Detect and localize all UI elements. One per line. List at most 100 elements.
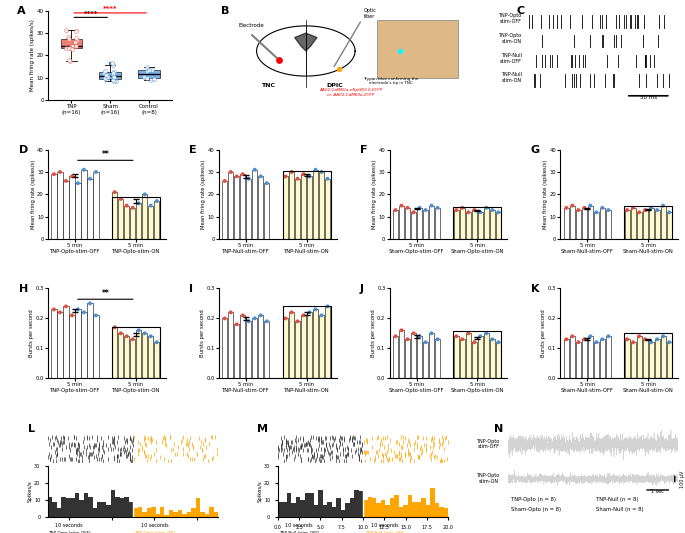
Point bbox=[71, 448, 82, 456]
Point bbox=[429, 453, 440, 462]
Point bbox=[81, 450, 92, 458]
Point bbox=[232, 320, 242, 328]
Bar bbox=[301, 174, 306, 239]
Point bbox=[109, 72, 120, 81]
Point bbox=[284, 445, 295, 453]
Point bbox=[97, 451, 108, 460]
Point bbox=[151, 438, 162, 446]
Point bbox=[177, 432, 188, 441]
Bar bbox=[234, 176, 239, 239]
Point bbox=[138, 448, 149, 456]
Point bbox=[664, 208, 675, 216]
Point bbox=[307, 451, 318, 460]
Point bbox=[353, 455, 364, 463]
Point bbox=[111, 456, 122, 465]
Point bbox=[101, 70, 112, 79]
Point bbox=[60, 443, 71, 451]
Point bbox=[68, 439, 79, 448]
Point bbox=[273, 450, 284, 458]
Point bbox=[295, 443, 306, 451]
Point bbox=[84, 299, 95, 308]
Point bbox=[55, 168, 66, 176]
Point bbox=[183, 441, 194, 449]
Point bbox=[88, 441, 99, 449]
Text: TNP-Opto (stim-ON): TNP-Opto (stim-ON) bbox=[134, 531, 175, 533]
PathPatch shape bbox=[99, 72, 121, 79]
Point bbox=[58, 432, 68, 441]
Point bbox=[429, 439, 440, 448]
Bar bbox=[340, 510, 345, 517]
Point bbox=[297, 441, 308, 449]
Point bbox=[92, 432, 103, 441]
Point bbox=[71, 36, 82, 44]
Y-axis label: Spikes/s: Spikes/s bbox=[27, 481, 33, 502]
Point bbox=[622, 206, 633, 214]
Point bbox=[427, 443, 438, 451]
Point bbox=[410, 438, 421, 446]
Point bbox=[120, 451, 131, 460]
Bar bbox=[92, 508, 97, 517]
Bar bbox=[564, 340, 569, 378]
Bar bbox=[655, 340, 660, 378]
Point bbox=[142, 74, 153, 82]
Point bbox=[83, 441, 94, 449]
Point bbox=[306, 445, 317, 453]
Point bbox=[194, 434, 205, 443]
Bar bbox=[625, 340, 630, 378]
Point bbox=[243, 174, 254, 183]
Point bbox=[375, 439, 386, 448]
Point bbox=[99, 448, 110, 456]
Point bbox=[376, 456, 387, 465]
Point bbox=[273, 443, 284, 451]
Point bbox=[323, 450, 334, 458]
Point bbox=[148, 74, 159, 83]
Bar bbox=[264, 183, 269, 239]
Point bbox=[413, 453, 424, 462]
Point bbox=[288, 445, 299, 453]
Y-axis label: Bursts per second: Bursts per second bbox=[371, 310, 375, 357]
Point bbox=[100, 67, 111, 76]
Bar bbox=[187, 512, 191, 517]
Point bbox=[409, 445, 420, 453]
Point bbox=[340, 451, 351, 460]
Point bbox=[591, 338, 602, 346]
Point bbox=[66, 439, 77, 448]
Bar bbox=[453, 210, 459, 239]
Point bbox=[282, 451, 292, 460]
Bar bbox=[667, 212, 672, 239]
Point bbox=[354, 455, 365, 463]
Point bbox=[48, 439, 59, 448]
Point bbox=[66, 45, 77, 54]
Bar bbox=[624, 206, 672, 239]
Point bbox=[342, 445, 353, 453]
Point bbox=[286, 308, 297, 317]
Bar bbox=[570, 336, 575, 378]
Point bbox=[304, 439, 315, 448]
Point bbox=[304, 308, 315, 317]
Text: 1 sec: 1 sec bbox=[651, 489, 664, 495]
Point bbox=[94, 443, 105, 451]
Text: **: ** bbox=[101, 150, 109, 159]
Point bbox=[66, 311, 77, 320]
Point bbox=[277, 438, 288, 446]
Point bbox=[379, 434, 390, 443]
Point bbox=[142, 451, 153, 460]
Point bbox=[285, 443, 296, 451]
Point bbox=[249, 314, 260, 322]
Point bbox=[335, 439, 346, 448]
Point bbox=[567, 201, 578, 210]
Point bbox=[82, 434, 92, 443]
Point bbox=[317, 453, 328, 462]
Point bbox=[292, 436, 303, 445]
Point bbox=[323, 439, 334, 448]
Point bbox=[182, 436, 192, 445]
Bar bbox=[160, 507, 164, 517]
Point bbox=[387, 455, 398, 463]
Point bbox=[49, 448, 60, 456]
Point bbox=[133, 438, 144, 446]
Point bbox=[280, 453, 291, 462]
Point bbox=[64, 35, 75, 44]
Bar bbox=[444, 508, 448, 517]
Point bbox=[390, 438, 401, 446]
Point bbox=[429, 434, 440, 443]
